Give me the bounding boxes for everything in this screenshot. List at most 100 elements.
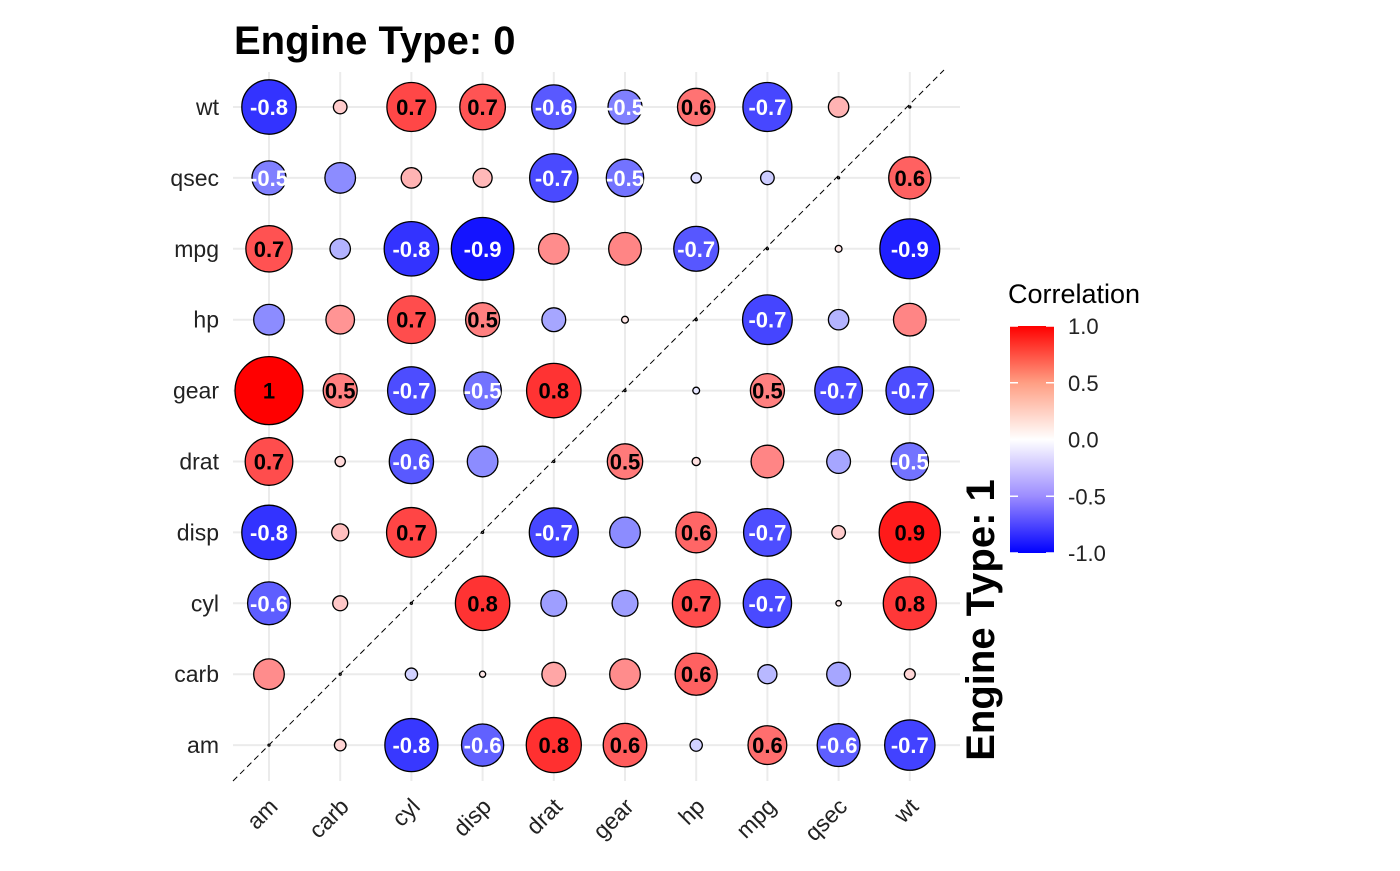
cell-value-label: 1: [263, 379, 275, 404]
cell-qsec-drat: [529, 153, 579, 203]
cell-gear-hp: [692, 386, 701, 395]
y-tick-label: am: [187, 732, 219, 758]
cell-hp-mpg: [741, 294, 793, 346]
cell-value-label: -0.7: [535, 166, 573, 191]
x-tick-label: carb: [304, 793, 354, 843]
cell-drat-wt: [890, 442, 930, 481]
legend-tick-label: 0.0: [1068, 428, 1099, 453]
cell-disp-qsec: [831, 524, 847, 540]
cell-mpg-hp: [673, 225, 720, 272]
x-tick-label: drat: [521, 793, 568, 840]
cell-value-label: -0.7: [820, 379, 858, 404]
cell-mpg-am: [245, 225, 293, 273]
cell-disp-hp: [675, 511, 718, 554]
x-tick-label: hp: [673, 793, 709, 829]
cell-value-label: -0.7: [748, 591, 786, 616]
cell-hp-disp: [464, 302, 501, 338]
cell-drat-qsec: [826, 448, 852, 475]
cell-am-qsec: [816, 723, 861, 768]
cell-mpg-drat: [537, 232, 570, 265]
cell-value-label: -0.5: [891, 450, 929, 475]
y-tick-label: wt: [195, 94, 220, 120]
cell-disp-drat: [528, 507, 579, 558]
cell-qsec-disp: [472, 167, 493, 189]
cell-wt-carb: [332, 99, 348, 115]
cell-value-label: -0.5: [250, 166, 288, 191]
y-axis-labels: am carb cyl disp drat gear hp mpg qsec wt: [170, 94, 219, 758]
cell-am-drat: [525, 716, 582, 774]
cell-cyl-carb: [332, 595, 349, 612]
cell-gear-drat: [525, 362, 582, 419]
cell-gear-qsec: [814, 366, 864, 416]
cell-value-label: 0.8: [539, 733, 570, 758]
cell-hp-carb: [325, 304, 356, 335]
cell-qsec-qsec: [836, 176, 841, 180]
cell-mpg-cyl: [383, 220, 440, 277]
cell-cyl-mpg: [742, 578, 793, 629]
cell-qsec-cyl: [400, 167, 423, 189]
cell-drat-gear: [606, 443, 644, 480]
legend-title: Correlation: [1008, 279, 1140, 309]
cell-carb-cyl: [404, 667, 419, 681]
cell-carb-disp: [478, 670, 487, 678]
cell-value-label: -0.7: [891, 379, 929, 404]
cell-value-label: -0.7: [748, 95, 786, 120]
cell-am-hp: [689, 738, 703, 752]
cell-wt-drat: [531, 84, 577, 130]
cell-value-label: 0.5: [752, 379, 783, 404]
cell-value-label: -0.9: [891, 237, 929, 262]
cell-cyl-hp: [671, 578, 721, 628]
cell-value-label: 0.6: [610, 733, 641, 758]
cell-drat-am: [244, 437, 294, 486]
cell-drat-mpg: [750, 444, 785, 479]
cell-mpg-carb: [329, 237, 352, 260]
x-tick-label: wt: [888, 793, 924, 829]
legend-tick-label: 0.5: [1068, 371, 1099, 396]
cell-mpg-gear: [608, 231, 642, 266]
cell-qsec-hp: [690, 172, 702, 184]
diagonal-reference-line: [232, 69, 945, 782]
legend-tick-label: -1.0: [1068, 541, 1106, 566]
cell-disp-wt: [878, 501, 942, 564]
cell-value-label: -0.8: [250, 520, 288, 545]
cell-value-label: 0.8: [467, 591, 498, 616]
legend-tick-label: -0.5: [1068, 484, 1106, 509]
cell-gear-gear: [623, 388, 627, 393]
cell-wt-wt: [908, 105, 912, 109]
title-right: Engine Type: 1: [959, 479, 1003, 761]
cell-mpg-mpg: [765, 247, 770, 251]
cell-drat-hp: [691, 456, 701, 467]
cell-value-label: 0.5: [467, 308, 498, 333]
cell-value-label: 0.7: [467, 95, 498, 120]
cell-am-mpg: [747, 725, 788, 766]
cell-disp-disp: [480, 530, 485, 535]
y-tick-label: hp: [193, 307, 219, 333]
cell-wt-hp: [676, 87, 716, 127]
cell-value-label: 0.7: [396, 520, 427, 545]
cell-gear-wt: [885, 366, 935, 416]
cell-value-label: -0.7: [677, 237, 715, 262]
cell-value-label: 0.8: [539, 379, 570, 404]
cell-carb-gear: [609, 658, 641, 691]
x-tick-label: cyl: [387, 793, 425, 831]
cell-value-label: 0.7: [254, 237, 285, 262]
x-tick-label: mpg: [731, 793, 781, 843]
cell-value-label: 0.7: [681, 591, 712, 616]
cell-value-label: -0.9: [464, 237, 502, 262]
cell-hp-hp: [694, 318, 698, 322]
cell-cyl-gear: [611, 589, 639, 617]
cell-hp-wt: [892, 302, 927, 337]
cell-am-gear: [602, 722, 648, 768]
cell-value-label: -0.6: [392, 450, 430, 475]
correlation-cells: -0.8 -0.6 0.8 0.6 0.6 -0.6 -0.7 0.6 -0.6 0.8 0.7 -0…: [234, 79, 942, 774]
x-tick-label: am: [242, 793, 283, 834]
cell-wt-disp: [459, 83, 507, 131]
cell-value-label: -0.8: [250, 95, 288, 120]
x-tick-label: qsec: [799, 793, 852, 846]
cell-drat-carb: [334, 455, 346, 468]
cell-gear-am: [234, 355, 304, 426]
cell-value-label: 0.7: [396, 308, 427, 333]
cell-cyl-disp: [454, 575, 511, 632]
